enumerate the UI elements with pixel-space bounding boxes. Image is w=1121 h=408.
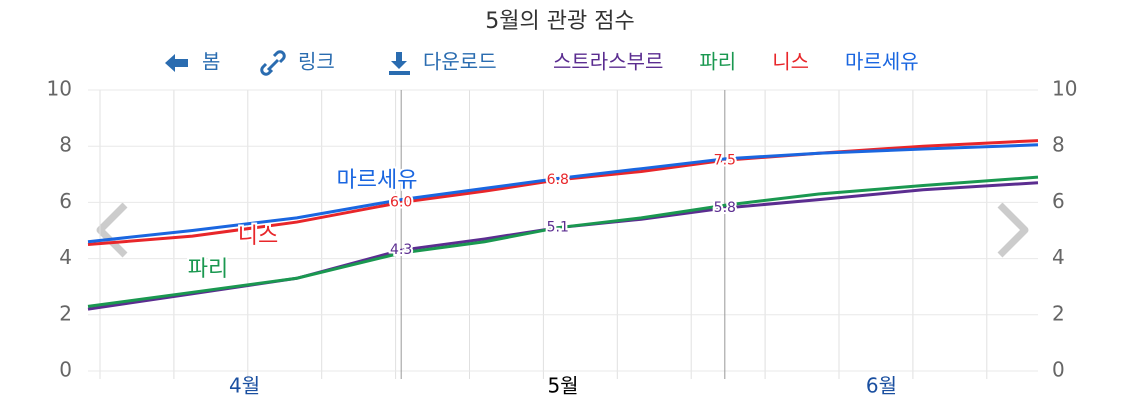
link-icon: [260, 50, 286, 76]
x-tick-label: 4월: [229, 374, 260, 398]
link-button[interactable]: 링크: [260, 50, 335, 76]
series-inline-label: 니스: [238, 224, 278, 249]
series-line: [87, 143, 1039, 244]
legend-item[interactable]: 니스: [772, 50, 809, 74]
series-line: [87, 175, 1039, 308]
y2-tick-label: 10: [1052, 77, 1077, 101]
y-tick-label: 10: [47, 77, 72, 101]
y-tick-label: 8: [59, 133, 72, 157]
value-label: 7.5: [714, 152, 736, 168]
y2-tick-label: 4: [1052, 245, 1065, 269]
legend-item[interactable]: 스트라스부르: [553, 50, 663, 74]
y-tick-label: 6: [59, 189, 72, 213]
next-arrow[interactable]: [997, 202, 1029, 258]
y2-tick-label: 8: [1052, 133, 1065, 157]
x-tick-label: 6월: [866, 374, 897, 398]
series-inline-label: 파리: [188, 257, 228, 282]
y-tick-label: 4: [59, 245, 72, 269]
legend-item[interactable]: 파리: [699, 50, 736, 74]
back-button[interactable]: 봄: [165, 50, 220, 74]
y-tick-label: 0: [59, 358, 72, 382]
y2-tick-label: 2: [1052, 301, 1065, 325]
y2-tick-label: 0: [1052, 358, 1065, 382]
download-label: 다운로드: [423, 50, 497, 74]
value-label: 5.1: [547, 220, 569, 236]
x-tick-label: 5월: [547, 374, 578, 398]
y2-tick-label: 6: [1052, 189, 1065, 213]
download-button[interactable]: 다운로드: [389, 50, 497, 76]
y-tick-label: 2: [59, 301, 72, 325]
prev-arrow[interactable]: [96, 202, 128, 258]
back-icon: [165, 54, 188, 72]
legend-item[interactable]: 마르세유: [845, 50, 919, 74]
value-label: 6.8: [547, 172, 569, 188]
chart-title: 5월의 관광 점수: [485, 9, 634, 34]
value-label: 5.8: [714, 200, 736, 216]
value-label: 4.3: [390, 242, 412, 258]
series-line: [87, 181, 1039, 311]
download-icon: [389, 52, 410, 75]
link-label: 링크: [298, 50, 335, 74]
back-label: 봄: [202, 50, 220, 74]
series-inline-label: 마르세유: [337, 168, 418, 193]
value-label: 6.0: [390, 194, 412, 210]
